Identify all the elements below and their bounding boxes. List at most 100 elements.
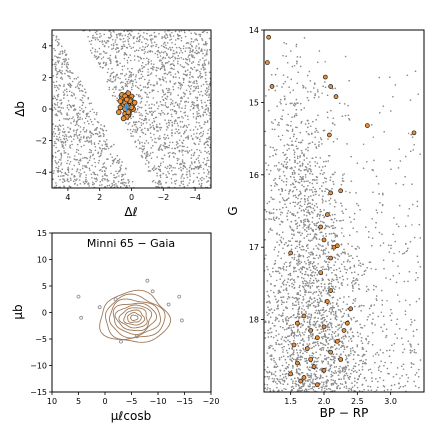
field-star xyxy=(250,332,252,334)
field-star xyxy=(115,185,118,187)
field-star xyxy=(206,169,209,171)
field-star xyxy=(141,61,144,64)
field-star xyxy=(79,138,81,141)
field-star xyxy=(73,135,75,137)
field-star xyxy=(345,385,348,387)
field-star xyxy=(89,49,92,52)
field-star xyxy=(178,106,181,109)
field-star xyxy=(95,177,98,179)
field-star xyxy=(149,50,152,52)
field-star xyxy=(52,97,55,100)
field-star xyxy=(125,84,128,86)
field-star xyxy=(82,165,84,167)
field-star xyxy=(165,129,168,131)
field-star xyxy=(193,153,195,155)
field-star xyxy=(62,124,64,127)
field-star xyxy=(181,151,183,153)
field-star xyxy=(293,64,296,67)
field-star xyxy=(71,95,74,97)
field-star xyxy=(120,45,123,48)
field-star xyxy=(148,79,150,82)
field-star xyxy=(175,128,177,130)
density-contour xyxy=(118,307,148,329)
field-star xyxy=(197,167,200,169)
field-star xyxy=(97,55,100,58)
field-star xyxy=(170,178,173,180)
field-star xyxy=(173,120,176,122)
field-star xyxy=(106,185,109,187)
field-star xyxy=(180,135,182,137)
field-star xyxy=(113,176,115,179)
x-tick-label: −4 xyxy=(189,193,201,202)
field-star xyxy=(181,145,184,148)
field-star xyxy=(140,100,143,103)
field-star xyxy=(74,182,76,185)
field-star xyxy=(66,179,68,182)
outlier-point xyxy=(134,334,139,339)
field-star xyxy=(189,81,192,83)
field-star xyxy=(183,162,186,165)
field-star xyxy=(181,97,183,100)
field-star xyxy=(208,48,211,51)
field-star xyxy=(133,121,135,123)
field-star xyxy=(180,100,182,103)
field-star xyxy=(52,75,55,77)
field-star xyxy=(76,135,78,137)
field-star xyxy=(207,110,209,112)
field-star xyxy=(124,52,126,54)
field-star xyxy=(201,63,204,66)
field-star xyxy=(204,121,207,124)
field-star xyxy=(204,111,207,114)
field-star xyxy=(68,136,70,138)
field-star xyxy=(70,105,72,108)
field-star xyxy=(150,72,153,74)
field-star xyxy=(137,139,139,141)
field-star xyxy=(134,85,137,87)
field-star xyxy=(93,111,95,114)
field-star xyxy=(179,88,182,90)
field-star xyxy=(154,52,157,55)
field-star xyxy=(54,132,57,135)
field-star xyxy=(104,172,106,175)
field-star xyxy=(174,58,177,60)
field-star xyxy=(175,144,178,146)
field-star xyxy=(79,106,81,109)
field-star xyxy=(162,161,165,163)
field-star xyxy=(103,162,106,164)
field-star xyxy=(187,138,189,140)
field-star xyxy=(155,43,158,46)
field-star xyxy=(149,152,152,154)
field-star xyxy=(57,128,60,130)
outlier-point xyxy=(79,315,84,320)
field-star xyxy=(89,118,92,121)
field-star xyxy=(140,57,142,60)
field-star xyxy=(115,43,118,46)
field-star xyxy=(170,35,172,38)
field-star xyxy=(148,107,150,109)
spatial-field-stars xyxy=(52,30,211,188)
field-star xyxy=(159,101,162,103)
field-star xyxy=(177,142,179,145)
field-star xyxy=(195,47,197,49)
field-star xyxy=(203,123,205,126)
field-star xyxy=(204,41,207,43)
field-star xyxy=(163,41,166,44)
field-star xyxy=(143,152,146,155)
field-star xyxy=(132,128,135,131)
field-star xyxy=(74,124,77,126)
field-star xyxy=(208,165,210,168)
field-star xyxy=(145,140,148,142)
field-star xyxy=(113,91,115,94)
field-star xyxy=(60,175,62,177)
field-star xyxy=(55,184,58,187)
field-star xyxy=(177,132,180,135)
field-star xyxy=(146,159,148,162)
field-star xyxy=(133,55,136,57)
field-star xyxy=(150,126,152,128)
field-star xyxy=(94,56,96,58)
field-star xyxy=(255,293,256,295)
field-star xyxy=(127,179,129,181)
field-star xyxy=(347,340,350,342)
field-star xyxy=(192,107,195,110)
field-star xyxy=(129,45,131,48)
